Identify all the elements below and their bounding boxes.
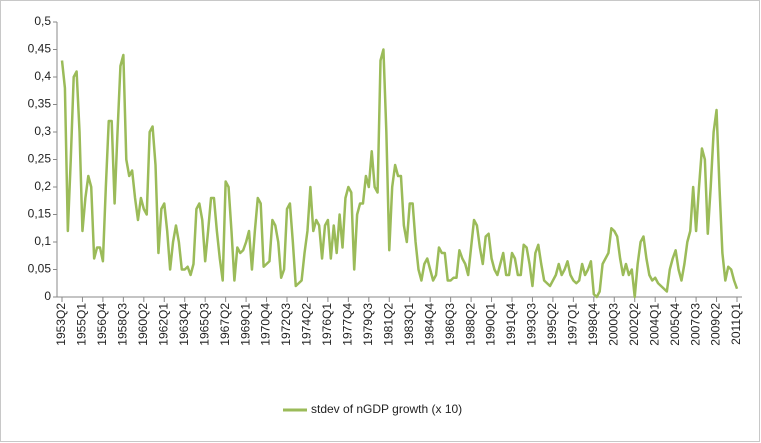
y-tick-label: 0,15 (28, 207, 52, 221)
x-tick-label: 1990Q1 (484, 303, 498, 346)
x-tick-label: 1976Q1 (320, 303, 334, 346)
x-tick-label: 2005Q4 (668, 303, 682, 346)
x-tick-label: 1974Q2 (300, 303, 314, 346)
legend-label: stdev of nGDP growth (x 10) (311, 402, 462, 416)
y-tick-label: 0,45 (28, 42, 52, 56)
x-tick-label: 1958Q3 (116, 303, 130, 346)
y-tick-label: 0,5 (34, 14, 51, 28)
x-tick-label: 1969Q1 (238, 303, 252, 346)
x-tick-label: 1997Q1 (566, 303, 580, 346)
x-tick-label: 1998Q4 (586, 303, 600, 346)
x-tick-label: 1962Q1 (156, 303, 170, 346)
x-tick-label: 1983Q1 (402, 303, 416, 346)
y-tick-label: 0,05 (28, 262, 52, 276)
x-tick-label: 2009Q2 (709, 303, 723, 346)
y-tick-label: 0,4 (34, 69, 51, 83)
x-tick-label: 1984Q4 (422, 303, 436, 346)
x-tick-label: 1953Q2 (54, 303, 68, 346)
x-tick-label: 1977Q4 (341, 303, 355, 346)
x-tick-label: 1970Q4 (259, 303, 273, 346)
x-tick-label: 2002Q2 (627, 303, 641, 346)
x-tick-label: 1986Q3 (443, 303, 457, 346)
x-tick-label: 1979Q3 (361, 303, 375, 346)
x-tick-label: 2011Q1 (729, 303, 743, 345)
y-tick-label: 0,35 (28, 97, 52, 111)
x-tick-label: 1972Q3 (279, 303, 293, 346)
y-tick-label: 0 (44, 289, 51, 303)
y-tick-label: 0,25 (28, 152, 52, 166)
y-tick-label: 0,2 (34, 179, 51, 193)
x-tick-label: 2007Q3 (688, 303, 702, 346)
x-tick-label: 1967Q2 (218, 303, 232, 346)
x-tick-label: 1993Q3 (525, 303, 539, 346)
x-tick-label: 1963Q4 (177, 303, 191, 346)
x-tick-label: 1965Q3 (197, 303, 211, 346)
data-line (60, 48, 739, 299)
x-tick-label: 1960Q2 (136, 303, 150, 346)
x-tick-label: 2000Q3 (606, 303, 620, 346)
x-tick-label: 1955Q1 (75, 303, 89, 346)
x-tick-label: 1988Q2 (463, 303, 477, 346)
y-tick-label: 0,1 (34, 234, 51, 248)
x-tick-label: 1981Q2 (381, 303, 395, 346)
x-tick-label: 1991Q4 (504, 303, 518, 346)
y-tick-label: 0,3 (34, 124, 51, 138)
x-tick-label: 1956Q4 (95, 303, 109, 346)
x-tick-label: 2004Q1 (647, 303, 661, 346)
x-tick-label: 1995Q2 (545, 303, 559, 346)
